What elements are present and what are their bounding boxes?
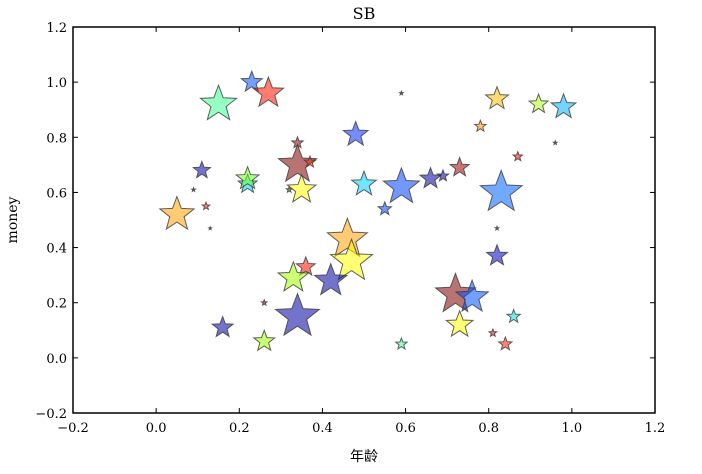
data-point-star-3 — [191, 159, 212, 179]
y-tick-label-7: 1.2 — [46, 21, 67, 36]
data-point-star-27 — [549, 92, 578, 119]
x-tick-label-7: 1.2 — [645, 421, 666, 436]
data-point-star-6 — [207, 225, 213, 231]
data-point-star-23 — [473, 118, 488, 133]
y-tick-label-5: 0.8 — [46, 131, 67, 146]
data-point-star-18 — [381, 166, 421, 204]
y-tick-label-0: −0.2 — [35, 407, 67, 422]
data-point-star-41 — [394, 336, 409, 351]
data-point-star-46 — [497, 335, 514, 351]
data-point-star-4 — [190, 186, 197, 193]
x-tick-label-0: −0.2 — [57, 421, 89, 436]
data-point-star-31 — [485, 243, 509, 266]
data-point-star-0 — [199, 83, 238, 121]
data-point-star-2 — [251, 75, 285, 108]
data-point-star-20 — [418, 166, 443, 189]
data-point-star-29 — [478, 169, 524, 212]
data-point-star-45 — [487, 327, 499, 338]
x-tick-label-4: 0.6 — [395, 421, 416, 436]
x-axis-ticks: −0.2 0.0 0.2 0.4 0.6 0.8 1.0 1.2 — [57, 27, 665, 436]
y-tick-label-3: 0.4 — [46, 242, 67, 257]
data-point-star-35 — [294, 255, 317, 277]
data-point-star-32 — [326, 216, 369, 258]
data-point-star-40 — [252, 328, 277, 352]
y-tick-label-6: 1.0 — [46, 76, 67, 91]
y-tick-label-2: 0.2 — [46, 297, 67, 312]
x-tick-label-3: 0.4 — [312, 421, 333, 436]
data-point-star-5 — [200, 200, 212, 211]
plot-frame — [72, 26, 656, 414]
x-tick-label-2: 0.2 — [229, 421, 250, 436]
data-point-star-9 — [234, 165, 261, 190]
x-axis-label: 年龄 — [350, 449, 378, 465]
data-point-star-12 — [302, 154, 318, 169]
y-tick-label-4: 0.6 — [46, 186, 67, 201]
data-point-star-16 — [350, 169, 378, 196]
data-point-star-22 — [448, 156, 471, 177]
data-point-star-15 — [341, 120, 370, 147]
y-axis-ticks: −0.2 0.0 0.2 0.4 0.6 0.8 1.0 1.2 — [35, 21, 655, 422]
data-point-star-43 — [454, 278, 490, 313]
data-point-star-17 — [376, 200, 393, 216]
y-tick-label-1: 0.0 — [46, 352, 67, 367]
y-axis-label: money — [5, 196, 21, 243]
data-point-star-14 — [286, 173, 318, 203]
data-point-star-25 — [511, 150, 524, 162]
data-point-star-19 — [398, 89, 405, 96]
data-point-star-7 — [158, 195, 196, 231]
data-point-star-11 — [277, 143, 318, 183]
data-point-star-47 — [505, 308, 522, 324]
x-tick-label-6: 1.0 — [562, 421, 583, 436]
data-point-star-33 — [329, 237, 374, 281]
data-point-star-44 — [444, 309, 475, 338]
data-points — [158, 69, 578, 352]
data-point-star-30 — [493, 224, 501, 232]
data-point-star-38 — [260, 298, 269, 307]
data-point-star-37 — [274, 292, 321, 337]
data-point-star-21 — [435, 168, 451, 182]
x-tick-label-5: 0.8 — [478, 421, 499, 436]
data-point-star-1 — [239, 69, 264, 93]
data-point-star-24 — [484, 85, 510, 110]
data-point-star-26 — [527, 92, 550, 114]
data-point-star-39 — [210, 315, 235, 338]
data-point-star-36 — [276, 260, 310, 292]
data-point-star-28 — [551, 139, 559, 146]
x-tick-label-1: 0.0 — [146, 421, 167, 436]
chart-title: SB — [353, 4, 376, 23]
data-point-star-34 — [313, 262, 349, 296]
